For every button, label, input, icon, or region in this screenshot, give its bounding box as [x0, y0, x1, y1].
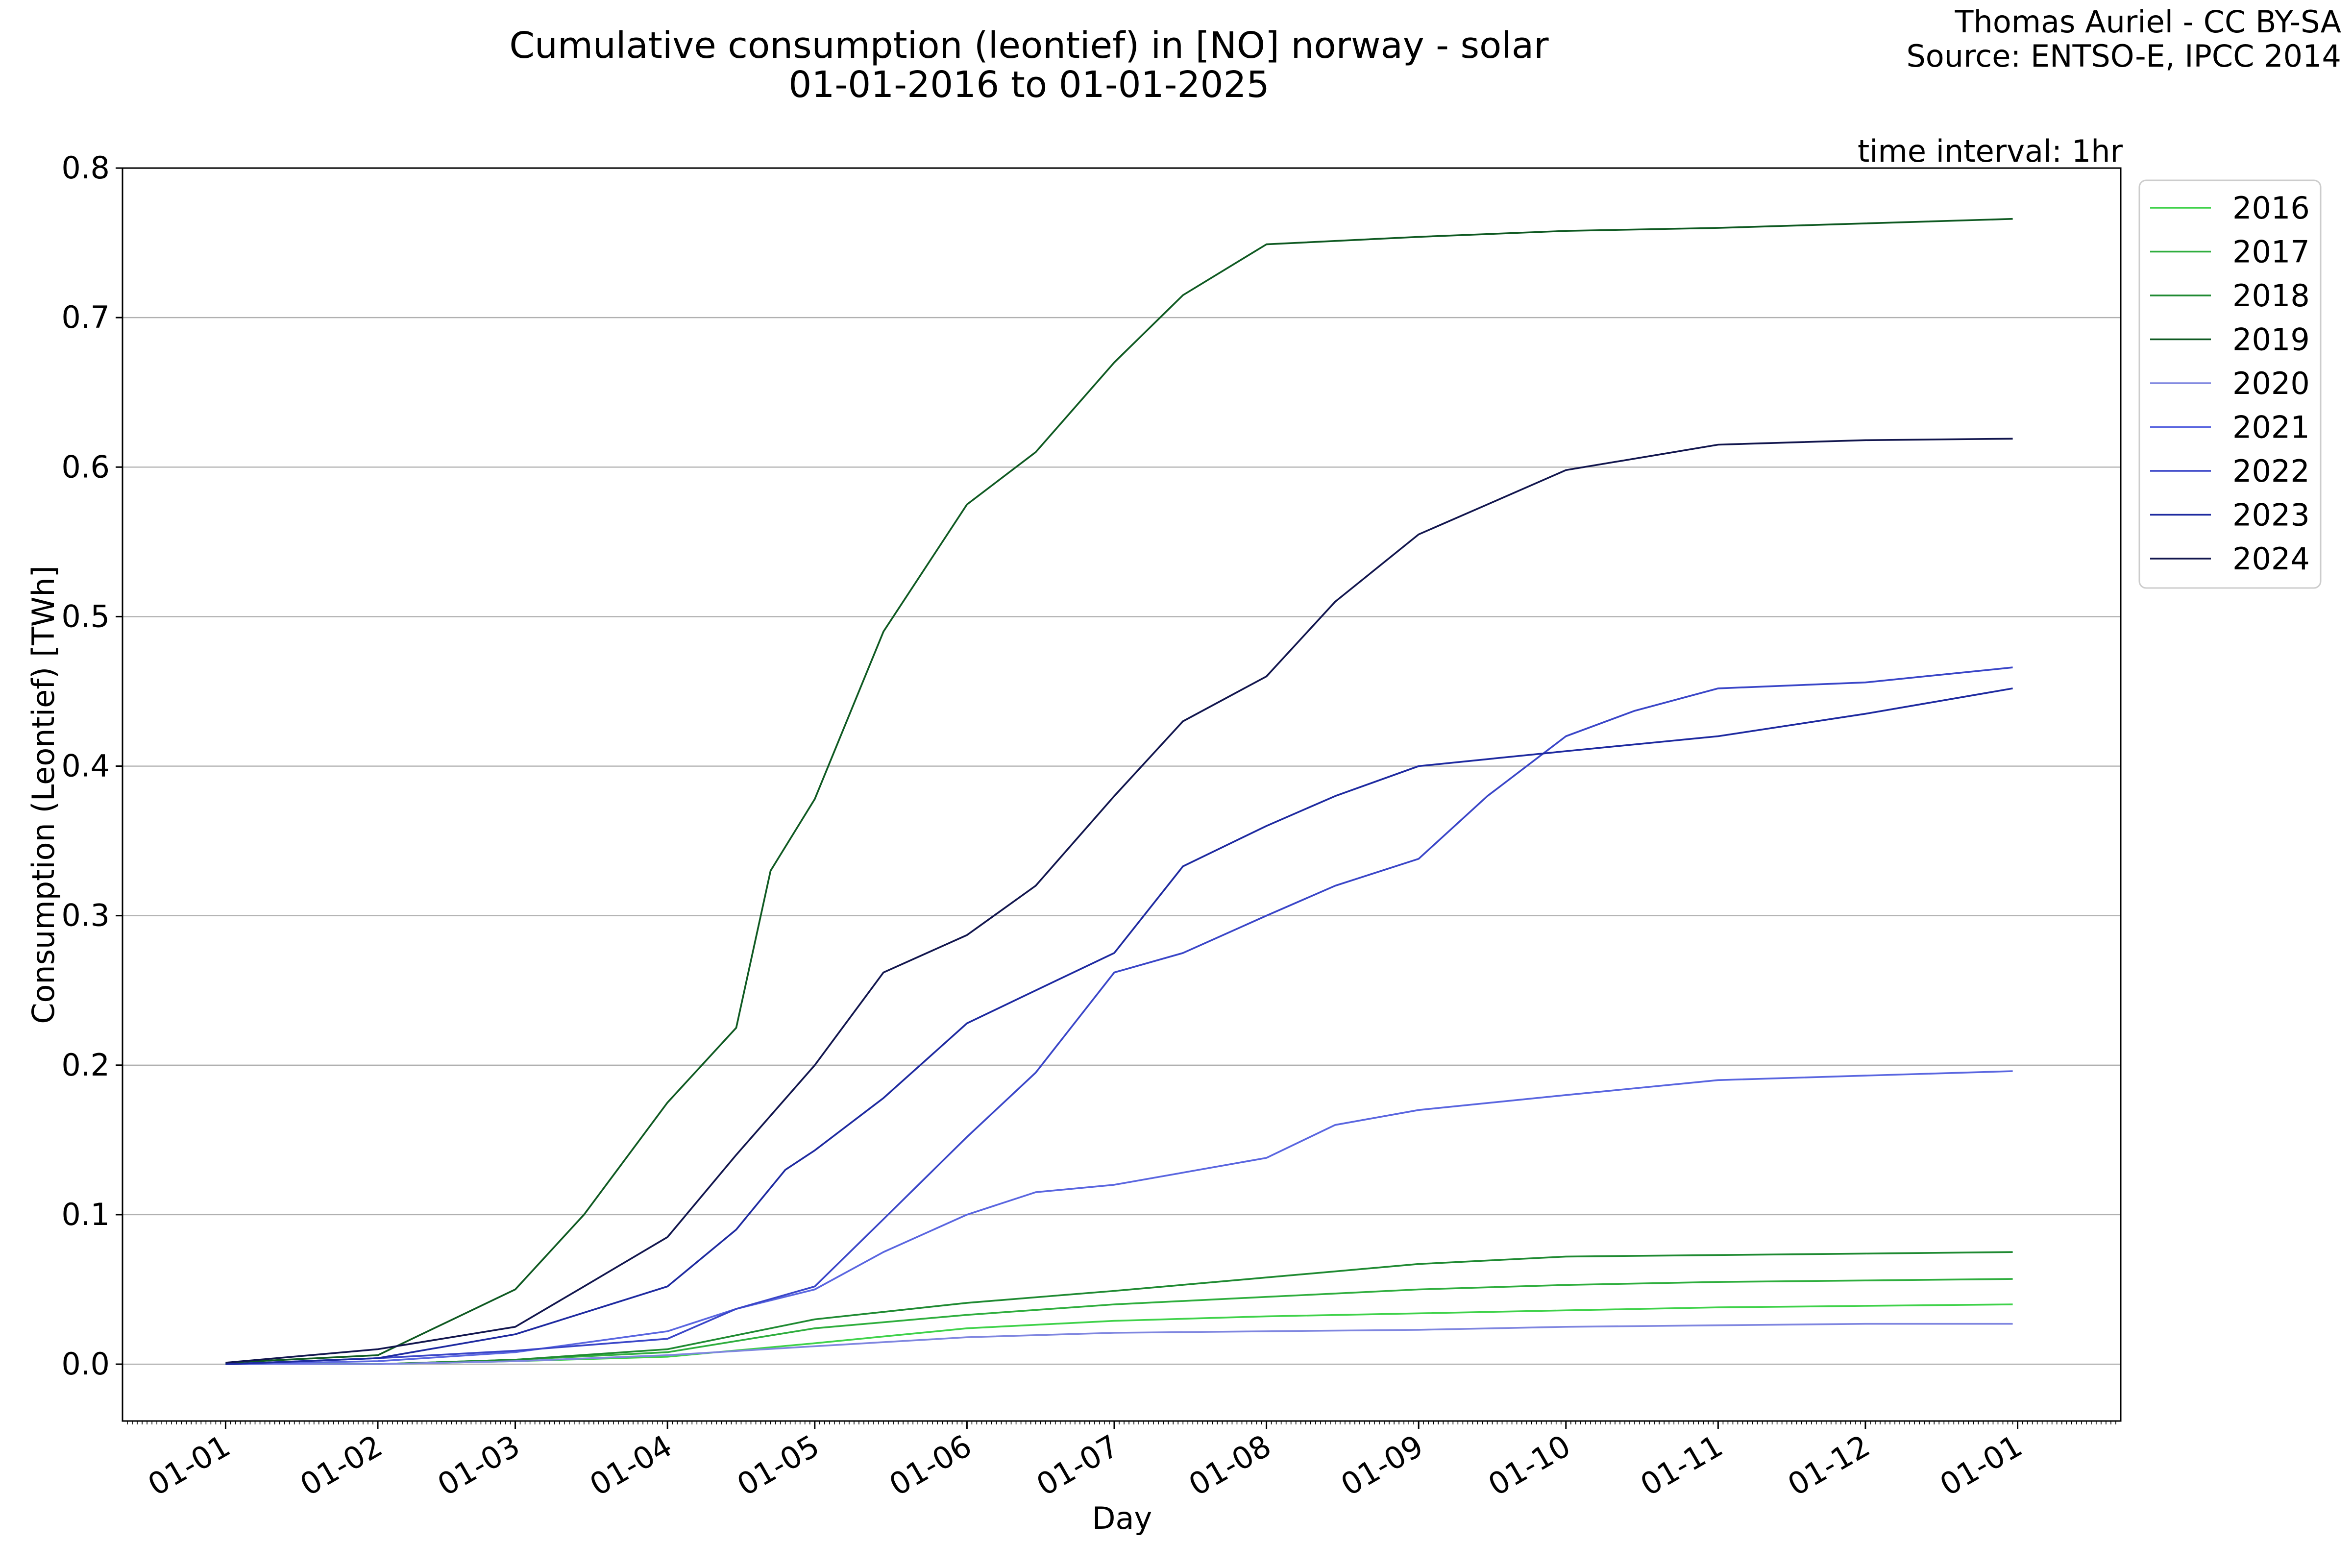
y-axis-label: Consumption (Leontief) [TWh] — [25, 565, 61, 1024]
series-line-2021 — [225, 1070, 2013, 1365]
legend-label: 2020 — [2232, 366, 2310, 401]
y-tick-label: 0.8 — [61, 150, 110, 186]
y-axis: 0.0 0.1 0.2 0.3 0.4 0.5 0.6 0.7 0.8 — [61, 150, 122, 1382]
y-tick-label: 0.1 — [61, 1197, 110, 1232]
legend-label: 2017 — [2232, 234, 2310, 270]
legend-label: 2018 — [2232, 278, 2310, 314]
series-line-2024 — [225, 438, 2013, 1364]
plot-frame — [122, 167, 2122, 1422]
series-line-2022 — [225, 666, 2013, 1365]
series-line-2020 — [225, 1323, 2013, 1365]
series-line-2018 — [225, 1251, 2013, 1365]
legend-label: 2024 — [2232, 541, 2310, 577]
chart-title: Cumulative consumption (leontief) in [NO… — [509, 24, 1549, 67]
y-tick-label: 0.4 — [61, 748, 110, 784]
credit-author: Thomas Auriel - CC BY-SA — [1955, 4, 2341, 40]
series-lines — [225, 218, 2013, 1365]
time-interval-annotation: time interval: 1hr — [1858, 133, 2123, 169]
chart-subtitle: 01-01-2016 to 01-01-2025 — [788, 64, 1269, 106]
legend-label: 2016 — [2232, 190, 2310, 226]
legend-label: 2019 — [2232, 322, 2310, 358]
series-line-2023 — [225, 687, 2013, 1365]
series-line-2019 — [225, 218, 2013, 1364]
y-tick-label: 0.2 — [61, 1047, 110, 1083]
y-tick-label: 0.7 — [61, 299, 110, 335]
legend: 2016 2017 2018 2019 2020 2021 2022 2023 2024 — [2138, 179, 2322, 589]
y-tick-label: 0.0 — [61, 1346, 110, 1382]
legend-box — [2138, 179, 2322, 589]
legend-label: 2021 — [2232, 410, 2310, 445]
y-tick-label: 0.5 — [61, 598, 110, 634]
y-tick-label: 0.3 — [61, 898, 110, 933]
legend-label: 2023 — [2232, 497, 2310, 533]
x-axis-label: Day — [1092, 1500, 1152, 1536]
legend-label: 2022 — [2232, 453, 2310, 489]
y-tick-label: 0.6 — [61, 449, 110, 485]
credit-source: Source: ENTSO-E, IPCC 2014 — [1906, 38, 2341, 74]
